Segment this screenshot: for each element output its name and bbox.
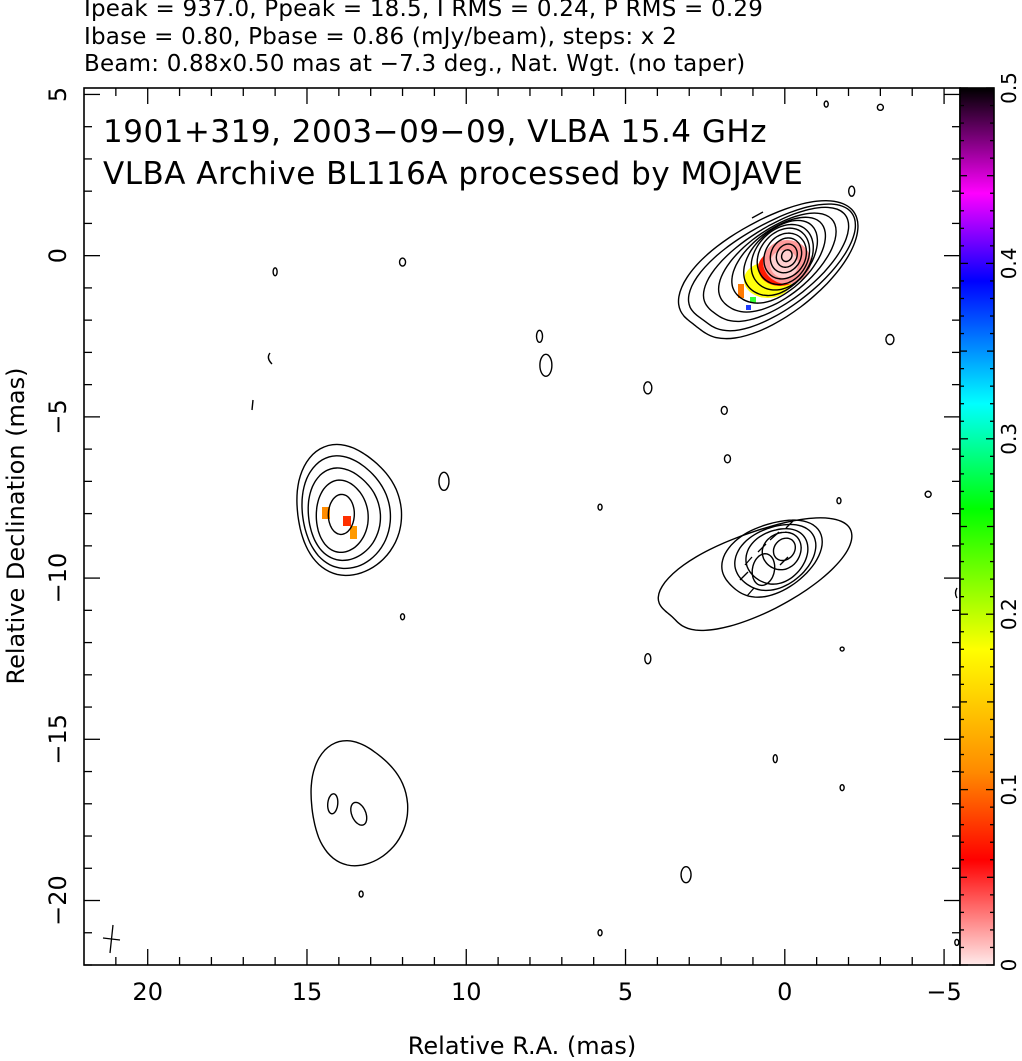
core-contour bbox=[763, 232, 808, 280]
y-axis-label: Relative Declination (mas) bbox=[2, 367, 30, 684]
south-lobe-contour bbox=[310, 739, 409, 867]
noise-contour bbox=[723, 454, 732, 464]
noise-contour bbox=[539, 353, 553, 377]
x-tick-label: 0 bbox=[777, 978, 792, 1006]
noise-contour bbox=[924, 490, 932, 498]
polarization-vector bbox=[769, 531, 780, 541]
south-lobe-contour bbox=[350, 801, 368, 826]
jet-contour bbox=[745, 527, 809, 585]
colorbar-tick-label: 0.5 bbox=[997, 72, 1021, 104]
noise-contour bbox=[597, 929, 603, 937]
noise-contour bbox=[954, 938, 960, 947]
core-contour bbox=[687, 203, 857, 332]
south-lobe-contour bbox=[326, 793, 339, 815]
annotation-line-1: 1901+319, 2003−09−09, VLBA 15.4 GHz bbox=[103, 114, 767, 150]
noise-contour bbox=[643, 381, 653, 395]
polarization-vector bbox=[739, 571, 749, 581]
x-tick-label: −5 bbox=[926, 978, 961, 1006]
core-contour bbox=[756, 227, 811, 286]
noise-contours bbox=[251, 100, 960, 947]
core-contour bbox=[780, 249, 793, 263]
contour-lines bbox=[296, 199, 859, 867]
jet-contour bbox=[772, 537, 796, 562]
noise-contour bbox=[535, 329, 544, 343]
noise-contour bbox=[398, 257, 407, 267]
colorbar-ticks: 0 0.1 0.2 0.3 0.4 0.5 bbox=[960, 72, 1021, 971]
y-tick-label: −5 bbox=[44, 399, 72, 434]
noise-contour bbox=[597, 503, 603, 511]
polarization-vector bbox=[751, 211, 764, 219]
noise-contour bbox=[836, 497, 842, 505]
polarization-vector bbox=[779, 556, 789, 566]
noise-contour bbox=[438, 471, 450, 492]
core-contour bbox=[750, 223, 814, 291]
polarization-vectors bbox=[739, 211, 795, 597]
noise-contour bbox=[823, 100, 829, 108]
noise-arc bbox=[251, 399, 254, 411]
west-lobe-contour bbox=[327, 493, 356, 536]
polarization-vector bbox=[785, 519, 795, 529]
x-tick-label: 10 bbox=[451, 978, 482, 1006]
colorbar-tick-label: 0.2 bbox=[997, 598, 1021, 630]
west-lobe-contour bbox=[301, 455, 392, 570]
core-contour bbox=[775, 243, 798, 268]
noise-contour bbox=[358, 890, 364, 898]
x-tick-label: 5 bbox=[618, 978, 633, 1006]
colorbar-tick-label: 0.3 bbox=[997, 423, 1021, 455]
polarization-colour-map bbox=[322, 240, 811, 539]
colorbar-tick-label: 0 bbox=[997, 959, 1021, 972]
jet-contour bbox=[734, 523, 817, 592]
y-tick-label: 5 bbox=[44, 87, 72, 102]
noise-contour bbox=[885, 333, 895, 346]
noise-contour bbox=[839, 646, 845, 652]
header-line-3: Beam: 0.88x0.50 mas at −7.3 deg., Nat. W… bbox=[84, 51, 746, 77]
jet-contour bbox=[657, 517, 853, 632]
x-axis-label: Relative R.A. (mas) bbox=[408, 1032, 636, 1060]
noise-contour bbox=[847, 185, 856, 197]
beam-marker bbox=[102, 924, 121, 954]
noise-contour bbox=[876, 103, 885, 112]
core-contour bbox=[717, 212, 837, 313]
axis-ticks: 20 15 10 5 0 −5 5 0 −5 −10 −15 −20 bbox=[44, 87, 962, 1006]
noise-contour bbox=[272, 267, 278, 277]
jet-contour bbox=[751, 552, 776, 587]
jet-contour bbox=[721, 519, 823, 598]
core-contour bbox=[769, 237, 803, 274]
noise-contour bbox=[644, 652, 652, 665]
west-lobe-contour bbox=[307, 467, 382, 562]
header-line-2: Ibase = 0.80, Pbase = 0.86 (mJy/beam), s… bbox=[84, 24, 677, 50]
colorbar-tick-label: 0.4 bbox=[997, 247, 1021, 279]
west-lobe-contour bbox=[315, 479, 369, 554]
west-lobe-contour bbox=[296, 443, 403, 577]
y-tick-label: −10 bbox=[44, 553, 72, 604]
annotation-line-2: VLBA Archive BL116A processed by MOJAVE bbox=[103, 156, 803, 192]
noise-contour bbox=[720, 405, 728, 416]
core-contour bbox=[742, 219, 819, 297]
polarization-vector bbox=[746, 587, 755, 597]
noise-contour bbox=[680, 866, 692, 884]
colorbar-tick-label: 0.1 bbox=[997, 774, 1021, 806]
polarization-vector bbox=[744, 556, 753, 566]
noise-contour bbox=[772, 753, 778, 764]
y-tick-label: 0 bbox=[44, 248, 72, 263]
y-tick-label: −15 bbox=[44, 714, 72, 765]
polarization-vector bbox=[757, 543, 767, 553]
header-line-1: Ipeak = 937.0, Ppeak = 18.5, I RMS = 0.2… bbox=[84, 0, 764, 22]
core-contour bbox=[702, 206, 850, 323]
core-contour bbox=[731, 216, 827, 304]
noise-contour bbox=[839, 783, 845, 792]
core-contour bbox=[677, 199, 859, 340]
noise-arc bbox=[954, 587, 958, 599]
plot-frame bbox=[83, 87, 961, 966]
y-tick-label: −20 bbox=[44, 875, 72, 926]
noise-contour bbox=[399, 613, 406, 621]
x-tick-label: 15 bbox=[292, 978, 323, 1006]
noise-arc bbox=[267, 352, 273, 365]
x-tick-label: 20 bbox=[132, 978, 163, 1006]
